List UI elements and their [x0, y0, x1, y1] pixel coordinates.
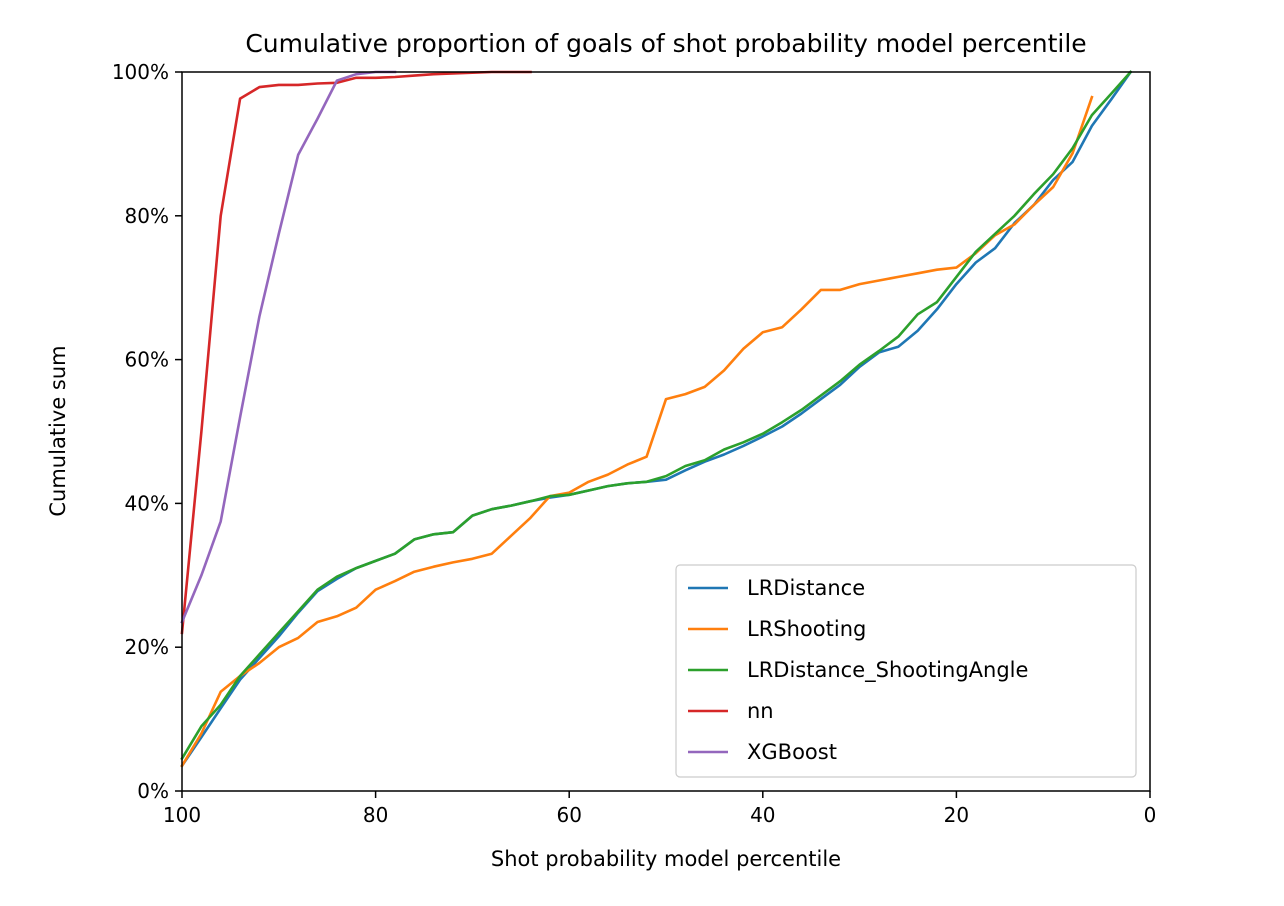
- y-axis: 0% 20% 40% 60% 80% 100%: [112, 60, 182, 803]
- y-tick-label-4: 80%: [125, 204, 169, 228]
- x-tick-label-4: 20: [944, 803, 969, 827]
- chart-title: Cumulative proportion of goals of shot p…: [245, 29, 1086, 58]
- series-line-0: [180, 70, 1133, 768]
- series-line-4: [180, 70, 397, 624]
- x-tick-label-5: 0: [1144, 803, 1157, 827]
- x-tick-label-3: 40: [750, 803, 775, 827]
- legend-label-3: nn: [747, 699, 774, 723]
- x-tick-label-2: 60: [556, 803, 581, 827]
- y-tick-label-0: 0%: [137, 779, 169, 803]
- plot-frame: [181, 71, 1151, 792]
- y-tick-label-1: 20%: [125, 635, 169, 659]
- y-tick-label-2: 40%: [125, 491, 169, 515]
- x-tick-label-0: 100: [163, 803, 201, 827]
- y-axis-label: Cumulative sum: [46, 345, 70, 516]
- legend-box: [675, 564, 1137, 778]
- legend-label-1: LRShooting: [747, 617, 866, 641]
- series-layer: [180, 70, 1133, 768]
- x-tick-label-1: 80: [363, 803, 388, 827]
- legend: LRDistance LRShooting LRDistance_ShootingA…: [675, 564, 1137, 778]
- legend-label-0: LRDistance: [747, 576, 865, 600]
- series-line-1: [180, 95, 1094, 768]
- legend-label-4: XGBoost: [747, 740, 837, 764]
- series-line-2: [180, 70, 1133, 761]
- legend-label-2: LRDistance_ShootingAngle: [747, 658, 1028, 683]
- x-axis: 100 80 60 40 20 0: [163, 791, 1156, 827]
- y-tick-label-5: 100%: [112, 60, 169, 84]
- x-axis-label: Shot probability model percentile: [491, 847, 841, 871]
- y-tick-label-3: 60%: [125, 348, 169, 372]
